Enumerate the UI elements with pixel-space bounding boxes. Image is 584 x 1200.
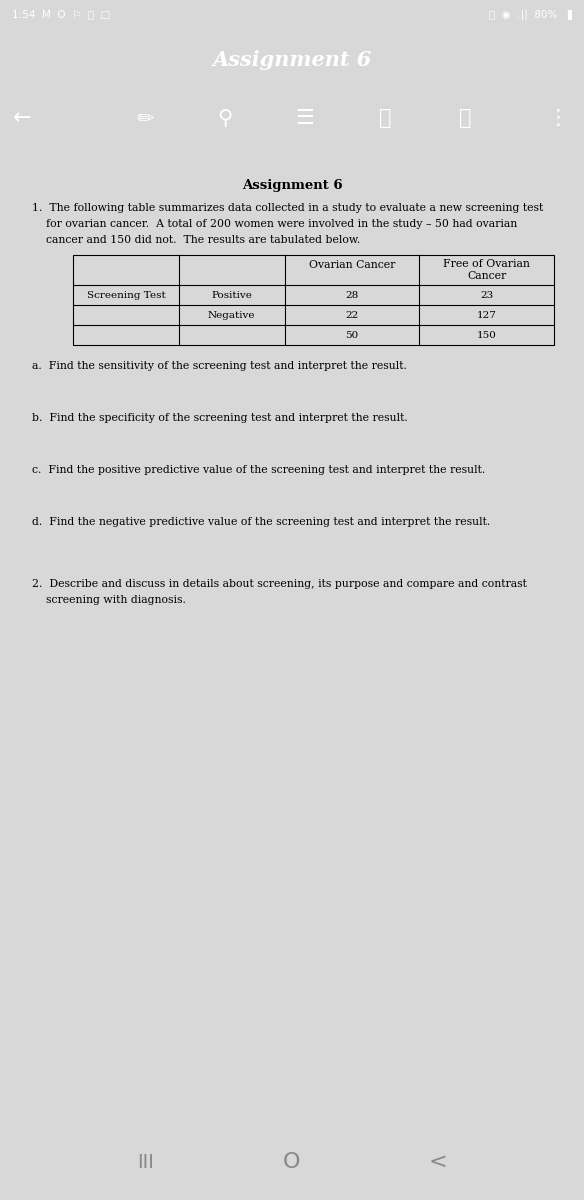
Text: Screening Test: Screening Test (86, 290, 165, 300)
Text: ←: ← (13, 108, 32, 128)
Text: 50: 50 (345, 330, 359, 340)
Text: ✏: ✏ (136, 108, 154, 128)
Text: <: < (429, 1152, 447, 1172)
Text: Positive: Positive (211, 290, 252, 300)
Text: Free of Ovarian: Free of Ovarian (443, 259, 530, 269)
Text: screening with diagnosis.: screening with diagnosis. (32, 595, 186, 605)
Text: 127: 127 (477, 311, 496, 319)
Text: for ovarian cancer.  A total of 200 women were involved in the study – 50 had ov: for ovarian cancer. A total of 200 women… (32, 218, 517, 229)
Text: III: III (138, 1152, 154, 1171)
Text: 1.  The following table summarizes data collected in a study to evaluate a new s: 1. The following table summarizes data c… (32, 203, 543, 214)
Text: 22: 22 (345, 311, 359, 319)
Text: ⚲: ⚲ (217, 108, 232, 128)
Text: b.  Find the specificity of the screening test and interpret the result.: b. Find the specificity of the screening… (32, 413, 408, 422)
Text: Negative: Negative (208, 311, 255, 319)
Text: 23: 23 (480, 290, 493, 300)
Text: 1:54  M  O  ⚐  ⌕  □: 1:54 M O ⚐ ⌕ □ (12, 10, 110, 19)
Text: ⎘: ⎘ (379, 108, 391, 128)
Text: 2.  Describe and discuss in details about screening, its purpose and compare and: 2. Describe and discuss in details about… (32, 578, 527, 589)
Text: cancer and 150 did not.  The results are tabulated below.: cancer and 150 did not. The results are … (32, 235, 360, 245)
Text: Assignment 6: Assignment 6 (213, 50, 371, 70)
Text: Ovarian Cancer: Ovarian Cancer (309, 260, 395, 270)
Text: O: O (283, 1152, 301, 1172)
Text: Cancer: Cancer (467, 271, 506, 281)
Text: 28: 28 (345, 290, 359, 300)
Text: ⋮: ⋮ (548, 108, 568, 128)
Text: a.  Find the sensitivity of the screening test and interpret the result.: a. Find the sensitivity of the screening… (32, 361, 407, 371)
Text: 150: 150 (477, 330, 496, 340)
Text: ☰: ☰ (296, 108, 314, 128)
Text: ⏰  ◉  .||  80%  ▐: ⏰ ◉ .|| 80% ▐ (489, 10, 572, 19)
Text: ⮡: ⮡ (459, 108, 471, 128)
Text: d.  Find the negative predictive value of the screening test and interpret the r: d. Find the negative predictive value of… (32, 517, 490, 527)
Text: Assignment 6: Assignment 6 (242, 179, 342, 192)
Text: c.  Find the positive predictive value of the screening test and interpret the r: c. Find the positive predictive value of… (32, 464, 485, 475)
Bar (73, 254, 554, 346)
